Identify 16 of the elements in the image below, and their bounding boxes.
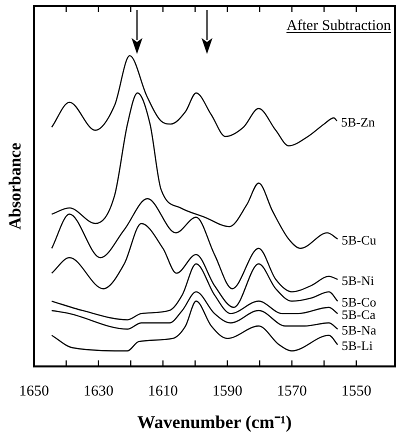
series-label: 5B-Li xyxy=(342,338,374,354)
x-tick-label: 1570 xyxy=(276,383,307,400)
y-axis-title: Absorbance xyxy=(5,142,24,230)
x-tick-label: 1590 xyxy=(212,383,242,400)
series-label: 5B-Cu xyxy=(342,232,377,248)
series-label: 5B-Ca xyxy=(342,307,376,322)
x-tick-label: 1630 xyxy=(83,383,114,400)
series-label: 5B-Co xyxy=(342,294,376,310)
x-tick-label: 1550 xyxy=(341,383,372,400)
series-label: 5B-Na xyxy=(342,322,377,338)
text: After Subtraction xyxy=(286,18,392,34)
series-label: 5B-Ni xyxy=(342,272,375,288)
x-axis-title: Wavenumber (cm⁻¹) xyxy=(137,412,292,432)
x-tick-label: 1610 xyxy=(148,383,178,400)
series-label: 5B-Zn xyxy=(340,114,376,130)
x-tick-label: 1650 xyxy=(19,383,49,400)
